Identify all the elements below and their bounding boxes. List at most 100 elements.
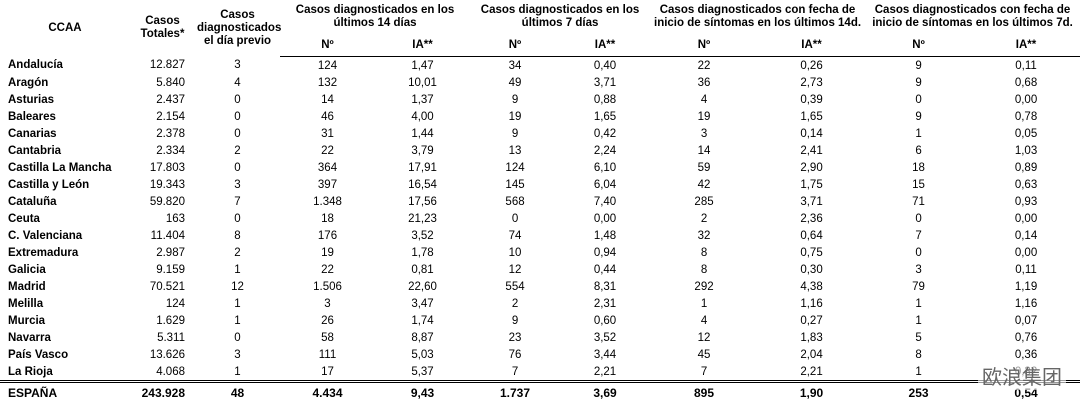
- cell: 0,94: [593, 246, 617, 259]
- cell: 243.928: [130, 380, 195, 403]
- cell: 2: [234, 246, 241, 259]
- cell: 0: [234, 93, 241, 106]
- cell: 6,04: [593, 178, 617, 191]
- cell: 71: [912, 195, 925, 208]
- region-name: Baleares: [8, 110, 56, 123]
- cell: 0,63: [1014, 178, 1038, 191]
- cell: 8: [700, 263, 708, 276]
- cell: 0,27: [800, 314, 823, 327]
- region-name: Andalucía: [8, 59, 63, 72]
- group-header: Casos diagnosticados con fecha de inicio…: [872, 4, 1073, 29]
- region-name: Canarias: [8, 127, 57, 140]
- region-name: Extremadura: [8, 246, 79, 259]
- cell: 22: [321, 144, 334, 157]
- cell: 0,81: [411, 263, 434, 276]
- cell: 5,37: [411, 365, 434, 378]
- cell: 13: [508, 144, 522, 157]
- cell: 74: [508, 229, 522, 242]
- cell: 59: [697, 161, 711, 174]
- region-name: Ceuta: [8, 212, 40, 225]
- cell: 1,44: [411, 127, 434, 140]
- cell: 9: [511, 93, 519, 106]
- cell: 0,78: [1014, 110, 1038, 123]
- table-row: Galicia 9.159 1 22 0,81 12 0,44 8 0,30 3 0,11: [0, 261, 1080, 278]
- cell: 253: [865, 380, 973, 403]
- table-row: Castilla y León 19.343 3 397 16,54 145 6,04 42 1…: [0, 176, 1080, 193]
- region-name: Castilla y León: [8, 178, 90, 191]
- cell: 1,37: [411, 93, 434, 106]
- cell: 3: [234, 178, 241, 191]
- cell: 0,93: [1014, 195, 1038, 208]
- cell: 163: [165, 212, 185, 225]
- cell: 12: [231, 280, 244, 293]
- group-header: Casos diagnosticados en los últimos 7 dí…: [480, 4, 640, 29]
- cell: 124: [505, 161, 525, 174]
- region-name: Navarra: [8, 331, 51, 344]
- cell: 0,00: [1014, 93, 1038, 106]
- table-row: Navarra 5.311 0 58 8,87 23 3,52 12 1,83 5 0,76: [0, 329, 1080, 346]
- cell: 0,14: [800, 127, 823, 140]
- cell: 1: [915, 297, 922, 310]
- cell: 22: [697, 59, 711, 72]
- cell: 1: [915, 365, 922, 378]
- cell: 0,40: [593, 59, 617, 72]
- cell: 42: [697, 178, 711, 191]
- cell: 1.629: [156, 314, 185, 327]
- cell: 3,52: [411, 229, 434, 242]
- cell: 124: [317, 59, 338, 72]
- sub-header: Nº: [865, 34, 973, 57]
- table-row: Madrid 70.521 12 1.506 22,60 554 8,31 292 4,38 79…: [0, 278, 1080, 295]
- cell: 285: [694, 195, 714, 208]
- cell: 1,19: [1014, 280, 1038, 293]
- cell: 36: [697, 76, 711, 89]
- cell: 2.437: [156, 93, 185, 106]
- cell: 4.068: [156, 365, 185, 378]
- region-name: Aragón: [8, 76, 49, 89]
- header-cell: Casos Totales*: [140, 15, 185, 41]
- cell: 1.506: [313, 280, 342, 293]
- region-name: Cantabria: [8, 144, 62, 157]
- cell: 0,89: [1014, 161, 1038, 174]
- region-name: Cataluña: [8, 195, 57, 208]
- group-header: Casos diagnosticados con fecha de inicio…: [654, 4, 862, 29]
- cell: 132: [317, 76, 338, 89]
- cell: 0,88: [593, 93, 617, 106]
- cell: 1,16: [1014, 297, 1038, 310]
- cell: 1: [234, 297, 241, 310]
- cell: 2.378: [156, 127, 185, 140]
- cell: 0,76: [1014, 331, 1038, 344]
- cell: 1,16: [800, 297, 823, 310]
- cell: 0: [234, 212, 241, 225]
- sub-header: IA**: [375, 34, 471, 57]
- cell: 2,24: [593, 144, 617, 157]
- cell: 8: [700, 246, 708, 259]
- table-row: Asturias 2.437 0 14 1,37 9 0,88 4 0,39 0 0,00: [0, 91, 1080, 108]
- group-header: Casos diagnosticados en los últimos 14 d…: [295, 4, 455, 29]
- cell: 0,30: [800, 263, 823, 276]
- sub-header: Nº: [650, 34, 759, 57]
- cell: 2,36: [800, 212, 823, 225]
- cell: 17,91: [408, 161, 437, 174]
- cell: 292: [694, 280, 714, 293]
- cell: 0: [234, 127, 241, 140]
- cell: 79: [912, 280, 925, 293]
- cell: 12: [508, 263, 522, 276]
- cell: 4: [700, 314, 708, 327]
- cell: 0,00: [1014, 246, 1038, 259]
- cell: 6,10: [593, 161, 617, 174]
- cell: 1: [234, 365, 241, 378]
- cell: 1.737: [470, 380, 561, 403]
- cell: 1,78: [411, 246, 434, 259]
- cell: 70.521: [149, 280, 185, 293]
- sub-header: IA**: [560, 34, 651, 57]
- cell: 0: [511, 212, 519, 225]
- table-row: C. Valenciana 11.404 8 176 3,52 74 1,48 32 0,64 7…: [0, 227, 1080, 244]
- cell: 0,64: [800, 229, 823, 242]
- cell: 0,39: [800, 93, 823, 106]
- cell: 3,79: [411, 144, 434, 157]
- cell: 9: [511, 127, 519, 140]
- cell: 4,38: [800, 280, 823, 293]
- cell: 1,03: [1014, 144, 1038, 157]
- data-table: CCAA Casos Totales* Casos diagnosticados…: [0, 4, 1080, 403]
- cell: 3,44: [593, 348, 617, 361]
